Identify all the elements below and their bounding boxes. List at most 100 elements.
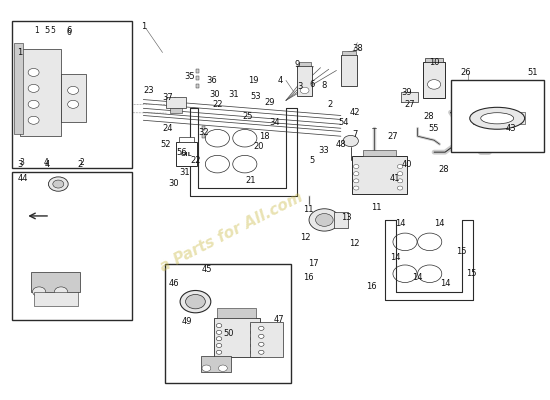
Text: 37: 37: [163, 93, 173, 102]
Circle shape: [202, 365, 211, 372]
Text: 1: 1: [34, 26, 39, 35]
Circle shape: [28, 100, 39, 108]
Bar: [166, 97, 185, 108]
Text: 7: 7: [352, 130, 358, 139]
Circle shape: [32, 287, 46, 296]
Text: 4: 4: [43, 158, 48, 167]
Circle shape: [216, 324, 222, 328]
Bar: [425, 58, 443, 62]
Text: 8: 8: [322, 82, 327, 90]
Bar: [169, 108, 182, 113]
Circle shape: [258, 342, 264, 346]
Bar: [202, 134, 205, 138]
Text: 35: 35: [185, 72, 195, 81]
Bar: [423, 62, 445, 98]
Text: 54: 54: [338, 118, 349, 127]
Bar: [213, 318, 260, 358]
Circle shape: [185, 294, 205, 309]
Bar: [196, 84, 199, 88]
Circle shape: [354, 179, 359, 183]
Bar: [299, 62, 311, 66]
Text: 2: 2: [78, 160, 83, 169]
Circle shape: [397, 179, 403, 183]
Bar: [12, 21, 133, 168]
Circle shape: [216, 344, 222, 348]
Circle shape: [28, 116, 39, 124]
Text: 16: 16: [366, 282, 376, 291]
Circle shape: [48, 177, 68, 191]
Circle shape: [54, 287, 68, 296]
Text: 4: 4: [45, 160, 50, 169]
Text: 5: 5: [45, 26, 50, 35]
Circle shape: [216, 337, 222, 341]
Bar: [472, 112, 481, 124]
Text: 34: 34: [270, 118, 280, 127]
Circle shape: [354, 164, 359, 168]
Text: 23: 23: [144, 86, 154, 95]
Text: 29: 29: [264, 98, 275, 107]
Text: 51: 51: [527, 68, 538, 77]
Text: 21: 21: [245, 176, 256, 184]
Text: 28: 28: [424, 112, 434, 121]
Circle shape: [218, 365, 227, 372]
Bar: [363, 150, 395, 156]
Ellipse shape: [470, 107, 525, 129]
Bar: [201, 356, 231, 372]
Text: 55: 55: [429, 124, 439, 133]
Text: 16: 16: [302, 273, 313, 282]
Text: 45: 45: [201, 265, 212, 274]
Text: 30: 30: [168, 179, 179, 188]
Text: a Parts for All.com: a Parts for All.com: [157, 189, 305, 274]
Text: 38: 38: [352, 44, 362, 53]
Text: 39: 39: [402, 88, 412, 97]
Circle shape: [250, 324, 256, 328]
Circle shape: [250, 350, 256, 354]
Circle shape: [250, 344, 256, 348]
Circle shape: [258, 334, 264, 338]
Text: 44: 44: [18, 174, 28, 182]
Bar: [196, 69, 199, 73]
Text: 12: 12: [349, 239, 360, 248]
Bar: [343, 50, 356, 54]
Text: 33: 33: [318, 146, 329, 155]
Circle shape: [397, 172, 403, 176]
Circle shape: [354, 186, 359, 190]
Text: 27: 27: [404, 100, 415, 109]
Bar: [250, 322, 283, 358]
Bar: [217, 308, 256, 318]
Text: 42: 42: [349, 108, 360, 117]
Text: 43: 43: [505, 124, 516, 133]
Circle shape: [343, 136, 359, 146]
Text: 14: 14: [412, 273, 423, 282]
Text: 6: 6: [67, 28, 72, 37]
Circle shape: [68, 100, 79, 108]
Bar: [196, 76, 199, 80]
Text: 11: 11: [302, 206, 313, 214]
Text: 20: 20: [254, 142, 264, 151]
Text: 48: 48: [336, 140, 346, 150]
Text: 15: 15: [456, 247, 467, 256]
Bar: [34, 292, 78, 306]
Text: 52: 52: [160, 140, 170, 149]
Bar: [12, 172, 133, 320]
Text: 47: 47: [274, 315, 285, 324]
Circle shape: [258, 350, 264, 354]
Text: 31: 31: [179, 168, 190, 176]
Circle shape: [427, 80, 441, 89]
Circle shape: [216, 350, 222, 354]
Text: 41: 41: [389, 174, 400, 182]
Text: 22: 22: [212, 100, 223, 109]
Bar: [166, 264, 292, 383]
Text: 3: 3: [19, 158, 24, 167]
Bar: [61, 74, 86, 122]
Text: 32: 32: [199, 128, 209, 137]
Bar: [516, 112, 525, 124]
Text: 14: 14: [434, 220, 445, 228]
Text: 11: 11: [371, 203, 382, 212]
Bar: [450, 80, 544, 152]
Text: 14: 14: [395, 220, 405, 228]
Text: 24: 24: [163, 124, 173, 133]
Bar: [297, 66, 312, 96]
Text: 5: 5: [51, 26, 55, 35]
Circle shape: [28, 84, 39, 92]
